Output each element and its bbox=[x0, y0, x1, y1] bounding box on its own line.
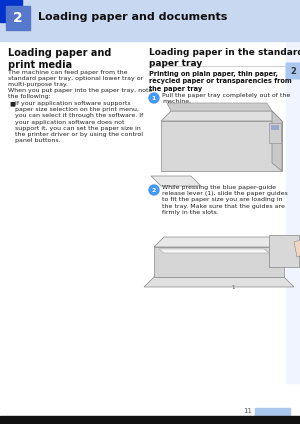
Text: If your application software supports
paper size selection on the print menu,
yo: If your application software supports pa… bbox=[15, 101, 143, 143]
Text: Loading paper and
print media: Loading paper and print media bbox=[8, 48, 111, 70]
Text: 2: 2 bbox=[152, 187, 156, 192]
Polygon shape bbox=[151, 176, 201, 186]
Text: 1: 1 bbox=[152, 95, 156, 100]
Bar bbox=[286, 33, 300, 383]
Text: ■: ■ bbox=[9, 101, 15, 106]
Bar bbox=[271, 125, 279, 130]
Bar bbox=[0, 0, 22, 22]
Polygon shape bbox=[154, 247, 284, 277]
Polygon shape bbox=[154, 237, 294, 247]
Text: While pressing the blue paper-guide
release lever (1), slide the paper guides
to: While pressing the blue paper-guide rele… bbox=[162, 185, 288, 215]
Circle shape bbox=[149, 93, 159, 103]
Text: 1: 1 bbox=[231, 285, 235, 290]
Polygon shape bbox=[269, 235, 299, 267]
Polygon shape bbox=[144, 277, 294, 287]
Text: The machine can feed paper from the
standard paper tray, optional lower tray or
: The machine can feed paper from the stan… bbox=[8, 70, 143, 87]
Text: Printing on plain paper, thin paper,
recycled paper or transparencies from
the p: Printing on plain paper, thin paper, rec… bbox=[149, 71, 292, 92]
Circle shape bbox=[149, 185, 159, 195]
Text: 2: 2 bbox=[13, 11, 23, 25]
Bar bbox=[0, 33, 300, 39]
Text: 2: 2 bbox=[291, 67, 296, 75]
Bar bbox=[0, 0, 300, 41]
Polygon shape bbox=[161, 111, 282, 121]
Text: Loading paper in the standard
paper tray: Loading paper in the standard paper tray bbox=[149, 48, 300, 68]
Bar bbox=[269, 123, 281, 143]
FancyBboxPatch shape bbox=[286, 62, 300, 80]
Polygon shape bbox=[294, 237, 300, 257]
Polygon shape bbox=[272, 111, 282, 171]
Bar bbox=[6, 6, 30, 30]
Text: Loading paper and documents: Loading paper and documents bbox=[38, 12, 227, 22]
Polygon shape bbox=[159, 249, 269, 253]
Bar bbox=[0, 0, 300, 33]
Text: 11: 11 bbox=[243, 408, 252, 414]
Bar bbox=[0, 416, 300, 424]
Text: Pull the paper tray completely out of the
machine.: Pull the paper tray completely out of th… bbox=[162, 93, 290, 104]
Bar bbox=[255, 408, 290, 416]
Text: When you put paper into the paper tray, note
the following:: When you put paper into the paper tray, … bbox=[8, 88, 152, 99]
Polygon shape bbox=[167, 103, 272, 111]
Polygon shape bbox=[161, 121, 282, 171]
